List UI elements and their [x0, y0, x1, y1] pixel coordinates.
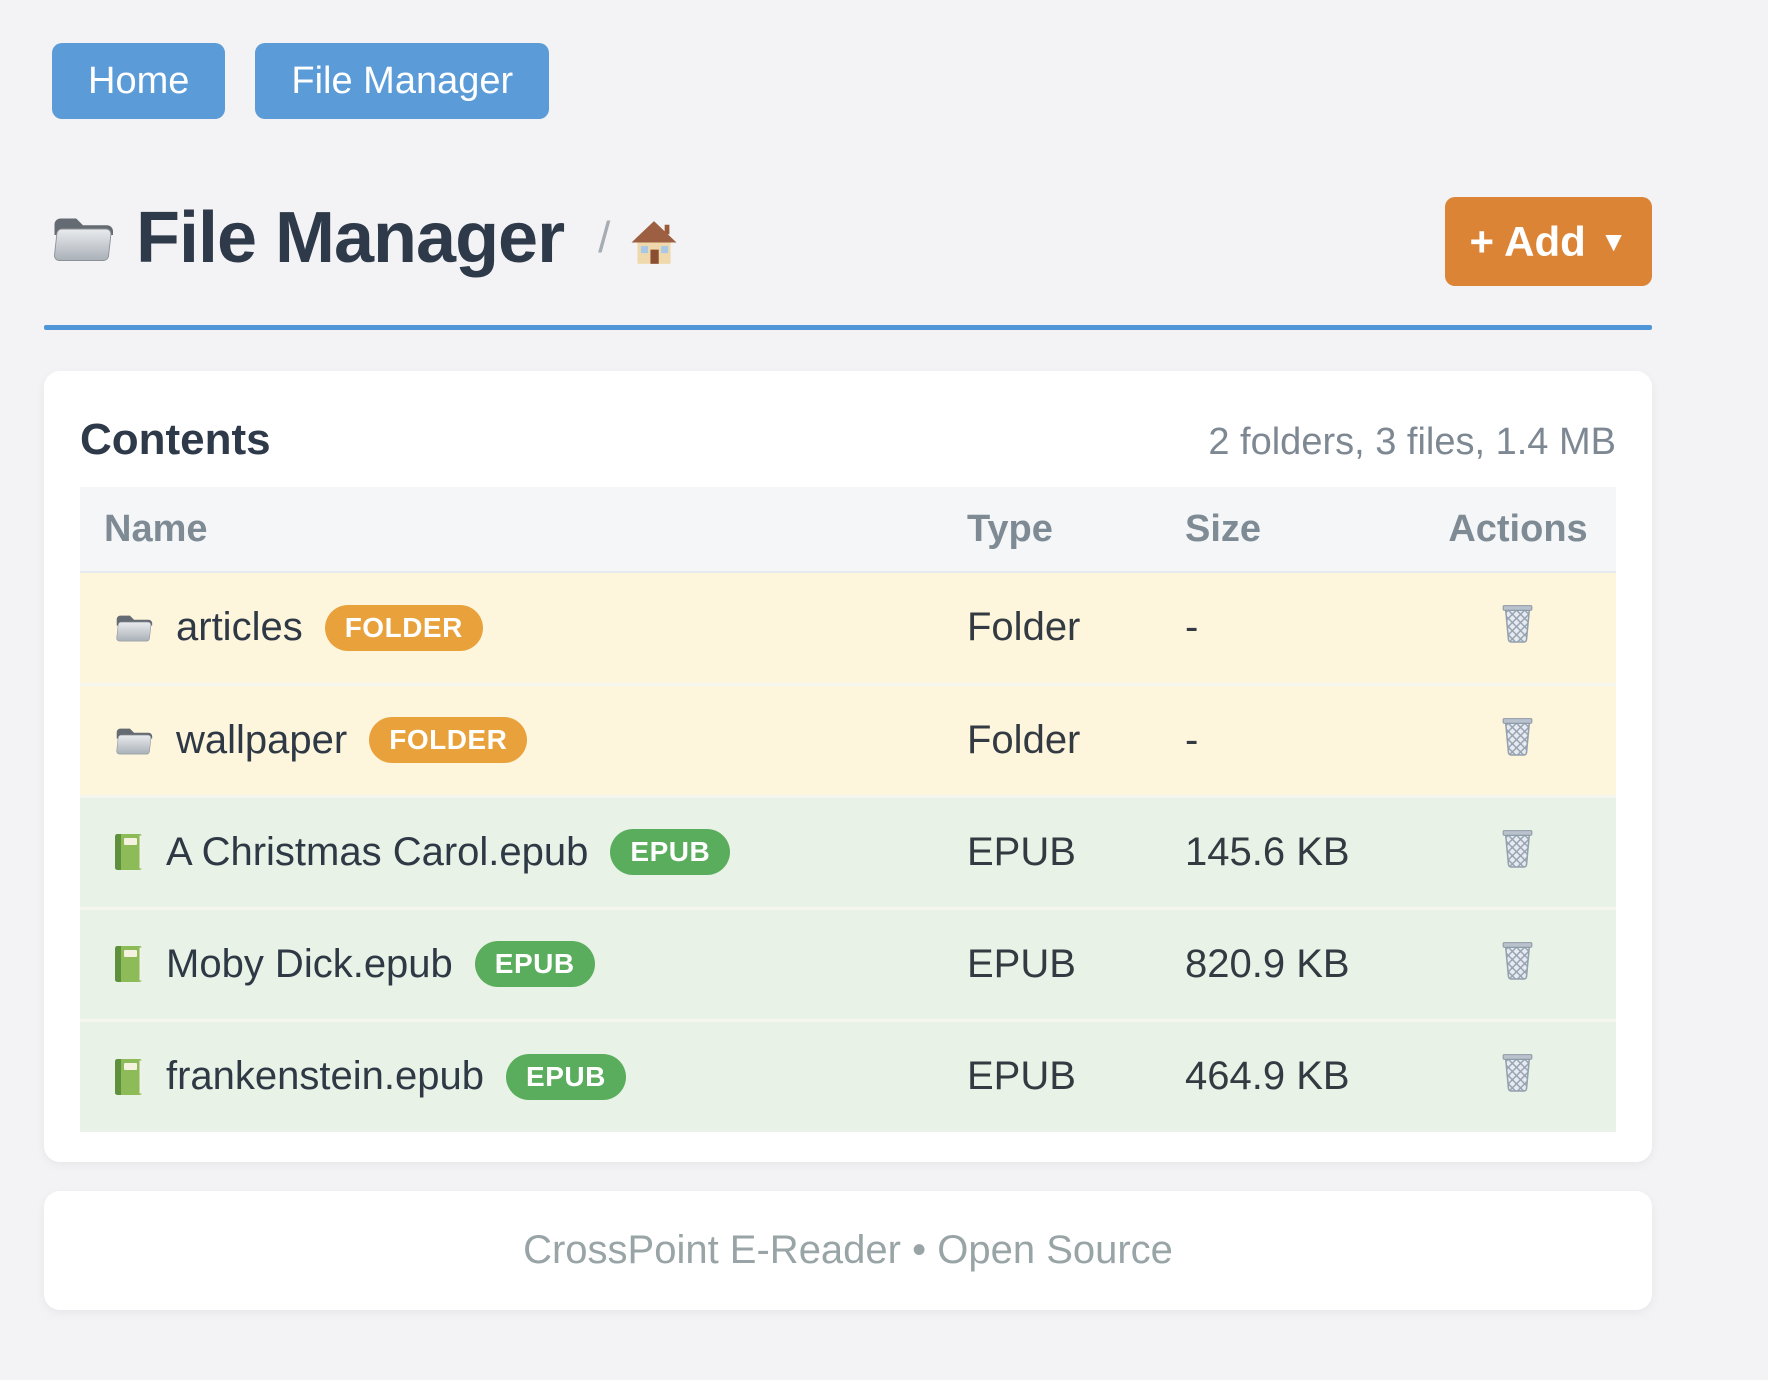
table-row: Moby Dick.epub EPUB EPUB 820.9 KB	[80, 906, 1616, 1020]
nav-file-manager-button[interactable]: File Manager	[255, 43, 550, 119]
column-header-type: Type	[943, 487, 1161, 573]
entry-name-link[interactable]: frankenstein.epub	[166, 1054, 485, 1099]
footer: CrossPoint E-Reader • Open Source	[44, 1191, 1652, 1310]
delete-button[interactable]	[1500, 1051, 1535, 1092]
column-header-actions: Actions	[1420, 487, 1616, 573]
green-book-icon	[114, 833, 144, 871]
trash-icon	[1500, 827, 1535, 868]
delete-button[interactable]	[1500, 602, 1535, 643]
add-button-label: + Add	[1469, 217, 1586, 265]
file-table-wrap: Name Type Size Actions articles FOLDER F…	[80, 487, 1616, 1132]
entry-size: -	[1185, 605, 1199, 650]
entry-size: -	[1161, 682, 1420, 796]
top-nav: Home File Manager	[52, 43, 550, 119]
folder-icon	[114, 724, 154, 757]
entry-type: Folder	[943, 682, 1161, 796]
column-header-name: Name	[80, 487, 943, 573]
entry-name-link[interactable]: articles	[176, 605, 303, 650]
type-badge: EPUB	[474, 941, 595, 987]
entry-name-link[interactable]: A Christmas Carol.epub	[166, 829, 589, 874]
contents-heading: Contents	[80, 415, 271, 464]
trash-icon	[1500, 939, 1535, 980]
entry-name-link[interactable]: Moby Dick.epub	[166, 941, 453, 986]
table-row: articles FOLDER Folder -	[80, 572, 1616, 684]
add-button[interactable]: + Add ▼	[1445, 197, 1652, 286]
table-row: wallpaper FOLDER Folder -	[80, 682, 1616, 796]
type-badge: EPUB	[506, 1053, 626, 1100]
house-icon[interactable]	[630, 220, 678, 265]
type-badge: FOLDER	[369, 717, 528, 763]
entry-size: 145.6 KB	[1161, 794, 1420, 908]
trash-icon	[1500, 715, 1535, 756]
entry-type: EPUB	[943, 1018, 1161, 1132]
table-row: A Christmas Carol.epub EPUB EPUB 145.6 K…	[80, 794, 1616, 908]
green-book-icon	[114, 1058, 144, 1096]
contents-summary: 2 folders, 3 files, 1.4 MB	[1208, 421, 1616, 463]
trash-icon	[1500, 1051, 1535, 1092]
breadcrumb-separator: /	[598, 213, 611, 262]
type-badge: EPUB	[610, 829, 731, 875]
delete-button[interactable]	[1500, 827, 1535, 868]
title-underline	[44, 325, 1652, 330]
page-header: File Manager /	[50, 192, 678, 284]
entry-size: 820.9 KB	[1161, 906, 1420, 1020]
table-row: frankenstein.epub EPUB EPUB 464.9 KB	[80, 1018, 1616, 1132]
page-title: File Manager	[136, 198, 565, 278]
delete-button[interactable]	[1500, 939, 1535, 980]
column-header-size: Size	[1161, 487, 1420, 573]
type-badge: FOLDER	[324, 604, 483, 651]
folder-icon	[114, 611, 154, 644]
table-header-row: Name Type Size Actions	[80, 487, 1616, 573]
entry-type: EPUB	[943, 906, 1161, 1020]
folder-icon	[50, 211, 116, 265]
entry-size: 464.9 KB	[1161, 1018, 1420, 1132]
entry-type: Folder	[967, 605, 1081, 650]
contents-card: Contents 2 folders, 3 files, 1.4 MB Name…	[44, 371, 1652, 1162]
contents-card-header: Contents 2 folders, 3 files, 1.4 MB	[44, 371, 1652, 465]
delete-button[interactable]	[1500, 715, 1535, 756]
nav-home-button[interactable]: Home	[52, 43, 226, 119]
file-table: Name Type Size Actions articles FOLDER F…	[80, 487, 1616, 1132]
entry-type: EPUB	[943, 794, 1161, 908]
green-book-icon	[114, 945, 144, 983]
trash-icon	[1500, 602, 1535, 643]
chevron-down-icon: ▼	[1599, 225, 1628, 257]
footer-text: CrossPoint E-Reader • Open Source	[523, 1228, 1173, 1272]
entry-name-link[interactable]: wallpaper	[176, 717, 348, 762]
